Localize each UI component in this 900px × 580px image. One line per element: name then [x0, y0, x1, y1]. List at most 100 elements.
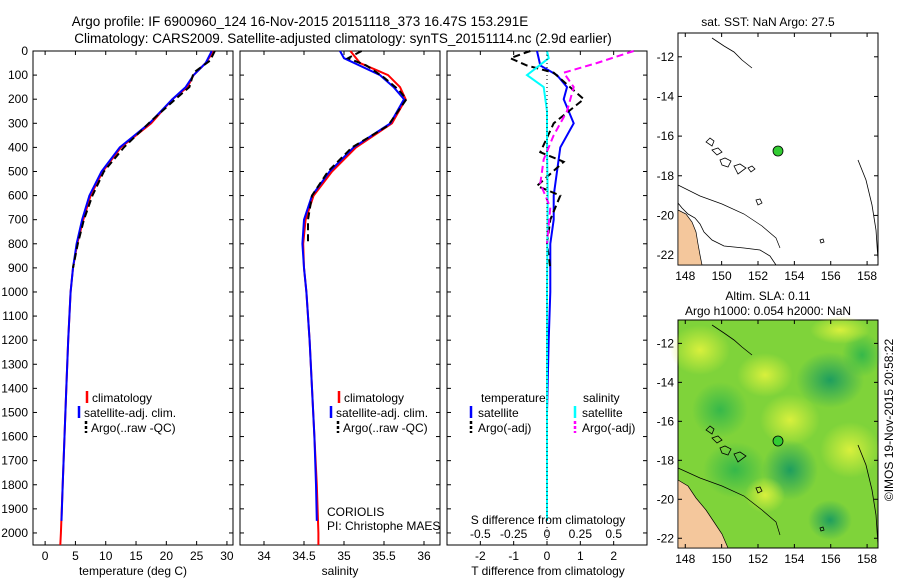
x-tick-label: 1	[577, 549, 584, 563]
sla-field	[670, 316, 882, 540]
depth-tick-label: 400	[8, 140, 28, 154]
lon-tick-label: 148	[675, 269, 695, 283]
pi-label: PI: Christophe MAES	[327, 519, 440, 533]
x-tick-label: 15	[129, 549, 143, 563]
depth-tick-label: 500	[8, 164, 28, 178]
series-line-satellite-adj-clim-	[301, 50, 406, 521]
x-tick-label: 30	[220, 549, 234, 563]
lon-tick-label: 158	[857, 552, 877, 566]
sst-map-lat-axis: -12 -14 -16 -18 -20 -22	[657, 50, 878, 262]
x-tick-label: 20	[160, 549, 174, 563]
temperature-panel: 0100200300400500600700800900100011001200…	[1, 44, 234, 578]
x-tick-label: -2	[475, 549, 486, 563]
argo-location-dot	[772, 145, 784, 157]
lat-tick-label: -14	[657, 375, 675, 389]
lon-tick-label: 156	[821, 269, 841, 283]
legend-argo-label: Argo(..raw -QC)	[343, 421, 428, 435]
series-line-argo	[307, 50, 408, 244]
x-tick-label-top: 0	[544, 527, 551, 541]
lon-tick-label: 150	[712, 269, 732, 283]
lon-tick-label: 152	[748, 552, 768, 566]
depth-tick-label: 1100	[2, 309, 28, 323]
depth-tick-label: 1700	[1, 454, 28, 468]
png-coast	[711, 37, 753, 69]
reef-line	[677, 184, 781, 249]
x-tick-label: 2	[610, 549, 617, 563]
sla-map-lon-axis: 148 150 152 154 156 158	[675, 320, 877, 566]
lat-tick-label: -22	[657, 531, 675, 545]
x-tick-label: 36	[417, 549, 431, 563]
islands	[705, 425, 825, 532]
difference-yticks	[447, 50, 647, 534]
x-tick-label-top: -0.5	[470, 527, 491, 541]
depth-axis: 0 100 200 300 400 500 600 700 800 900 1000 1100 1200…	[1, 44, 233, 540]
series-line-satellite-adj-clim-	[60, 50, 213, 521]
depth-tick-label: 1500	[1, 405, 28, 419]
depth-tick-label: 1800	[1, 478, 28, 492]
x-tick-label: 34.5	[292, 549, 316, 563]
depth-tick-label: 1900	[1, 502, 28, 516]
x-tick-label: -1	[508, 549, 519, 563]
depth-tick-label: 800	[8, 237, 28, 251]
depth-tick-label: 1400	[1, 381, 28, 395]
series-line-climatology	[302, 50, 407, 545]
legend-clim-label: climatology	[344, 391, 404, 405]
difference-legend: temperature satellite Argo(-adj) salinit…	[469, 391, 635, 435]
x-tick-label-top: 0.5	[605, 527, 622, 541]
reef-line	[677, 467, 781, 536]
coriolis-label: CORIOLIS	[327, 505, 384, 519]
png-coast	[711, 324, 753, 356]
lon-tick-label: 156	[821, 552, 841, 566]
sst-map: sat. SST: NaN Argo: 27.5 -12 -14 -16 -18 -20…	[657, 15, 879, 283]
x-tick-label: 0	[544, 549, 551, 563]
depth-tick-label: 1000	[1, 285, 28, 299]
depth-tick-label: 1600	[1, 430, 28, 444]
x-tick-label-top: 0.25	[569, 527, 593, 541]
salinity-x-axis: 34 34.5 35 35.5 36	[257, 51, 431, 563]
lat-tick-label: -16	[657, 414, 675, 428]
lon-tick-label: 154	[784, 269, 804, 283]
depth-tick-label: 100	[8, 68, 28, 82]
legend-salinity-header: salinity	[583, 391, 620, 405]
salinity-yticks	[240, 50, 440, 534]
series-line-t-argo	[507, 50, 586, 269]
depth-tick-label: 900	[8, 261, 28, 275]
lat-tick-label: -12	[657, 50, 675, 64]
difference-lines	[507, 50, 635, 545]
new-caledonia-coast	[857, 159, 879, 261]
x-tick-label-top: -0.25	[500, 527, 528, 541]
header-line2: Climatology: CARS2009. Satellite-adjuste…	[74, 31, 612, 46]
temperature-x-axis: 0 5 10 15 20 25 30	[42, 51, 234, 563]
x-tick-label: 5	[72, 549, 79, 563]
difference-xlabel-top: S difference from climatology	[471, 513, 626, 527]
x-tick-label: 34	[257, 549, 271, 563]
legend-sat-label: satellite-adj. clim.	[336, 406, 428, 420]
depth-tick-label: 0	[21, 44, 28, 58]
depth-tick-label: 600	[8, 189, 28, 203]
lon-tick-label: 148	[675, 552, 695, 566]
x-tick-label: 10	[99, 549, 113, 563]
sst-map-title: sat. SST: NaN Argo: 27.5	[701, 15, 835, 29]
difference-x-axis: -2 -1 0 1 2 -0.5 -0.25 0 0.25 0.5	[470, 51, 622, 563]
land-patch	[677, 479, 729, 549]
lat-tick-label: -12	[657, 336, 675, 350]
legend-t-sat-label: satellite	[478, 406, 519, 420]
legend-s-argo-label: Argo(-adj)	[582, 421, 635, 435]
series-line-s-argo	[539, 50, 635, 244]
salinity-lines	[301, 50, 408, 545]
depth-tick-label: 700	[8, 213, 28, 227]
lat-tick-label: -20	[657, 492, 675, 506]
lon-tick-label: 150	[712, 552, 732, 566]
sla-map: Altim. SLA: 0.11 Argo h1000: 0.054 h2000…	[657, 289, 882, 566]
temperature-plot-frame	[32, 50, 234, 546]
temperature-legend: climatology satellite-adj. clim. Argo(..…	[77, 391, 176, 435]
salinity-legend: climatology satellite-adj. clim. Argo(..…	[329, 391, 428, 435]
series-line-climatology	[59, 50, 215, 546]
sst-map-lon-axis: 148 150 152 154 156 158	[675, 33, 877, 283]
depth-tick-label: 300	[8, 116, 28, 130]
difference-panel: -2 -1 0 1 2 -0.5 -0.25 0 0.25 0.5 T difference fr…	[446, 50, 648, 578]
land-patch	[677, 209, 703, 266]
lon-tick-label: 152	[748, 269, 768, 283]
depth-tick-label: 2000	[1, 526, 28, 540]
